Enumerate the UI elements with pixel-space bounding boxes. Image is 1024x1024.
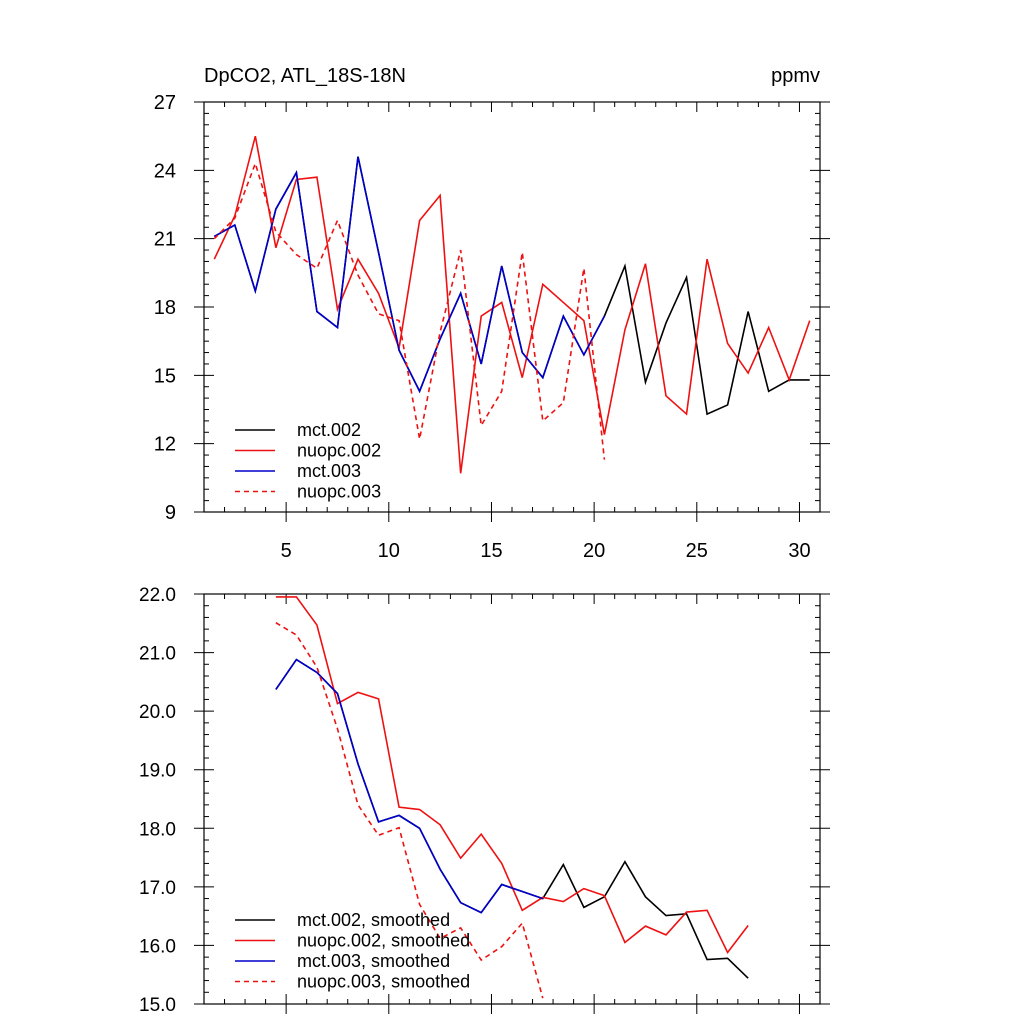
- legend-label: mct.003, smoothed: [297, 951, 450, 971]
- legend-label: mct.002, smoothed: [297, 910, 450, 930]
- legend-label: nuopc.002, smoothed: [297, 931, 470, 951]
- y-tick-label: 16.0: [139, 936, 176, 957]
- x-tick-label: 10: [378, 540, 400, 562]
- series-group: [213, 135, 811, 474]
- series-line-mct-003: [213, 156, 606, 394]
- y-tick-label: 22.0: [139, 585, 176, 606]
- series-line-nuopc-003: [213, 161, 606, 460]
- series-line-mct-003-smoothed: [275, 658, 544, 914]
- y-tick-label: 21: [154, 229, 176, 251]
- top-chart-title: DpCO2, ATL_18S-18N: [204, 65, 406, 87]
- y-tick-label: 24: [154, 160, 176, 182]
- y-tick-label: 9: [165, 502, 176, 524]
- axis-ticks: [194, 101, 830, 522]
- y-tick-label: 27: [154, 92, 176, 114]
- y-tick-label: 18.0: [139, 819, 176, 840]
- series-line-nuopc-002: [213, 135, 811, 474]
- x-tick-label: 5: [281, 540, 292, 562]
- y-tick-label: 17.0: [139, 878, 176, 899]
- axis-ticks: [194, 593, 830, 1014]
- x-tick-label: 15: [480, 540, 502, 562]
- legend-label: mct.002: [297, 420, 361, 440]
- y-tick-label: 20.0: [139, 702, 176, 723]
- x-tick-label: 30: [788, 540, 810, 562]
- series-group: [275, 596, 749, 999]
- x-tick-label: 25: [686, 540, 708, 562]
- legend-label: nuopc.003: [297, 482, 381, 502]
- y-tick-label: 15.0: [139, 995, 176, 1016]
- y-tick-label: 21.0: [139, 644, 176, 665]
- legend-label: mct.003: [297, 461, 361, 481]
- top-chart-panel: DpCO2, ATL_18S-18N ppmv 5 10 15 20 25 30 9 12 15…: [154, 65, 830, 562]
- series-line-nuopc-003-smoothed: [275, 622, 544, 999]
- y-tick-label: 12: [154, 434, 176, 456]
- top-chart-units: ppmv: [771, 65, 820, 87]
- legend-label: nuopc.003, smoothed: [297, 972, 470, 992]
- x-tick-label: 20: [583, 540, 605, 562]
- y-tick-label: 15: [154, 365, 176, 387]
- y-tick-label: 18: [154, 297, 176, 319]
- y-tick-label: 19.0: [139, 761, 176, 782]
- legend-label: nuopc.002: [297, 441, 381, 461]
- bottom-chart-panel: 15.0 16.0 17.0 18.0 19.0 20.0 21.0 22.0 mct.002,…: [139, 585, 830, 1016]
- series-line-nuopc-002-smoothed: [275, 596, 749, 954]
